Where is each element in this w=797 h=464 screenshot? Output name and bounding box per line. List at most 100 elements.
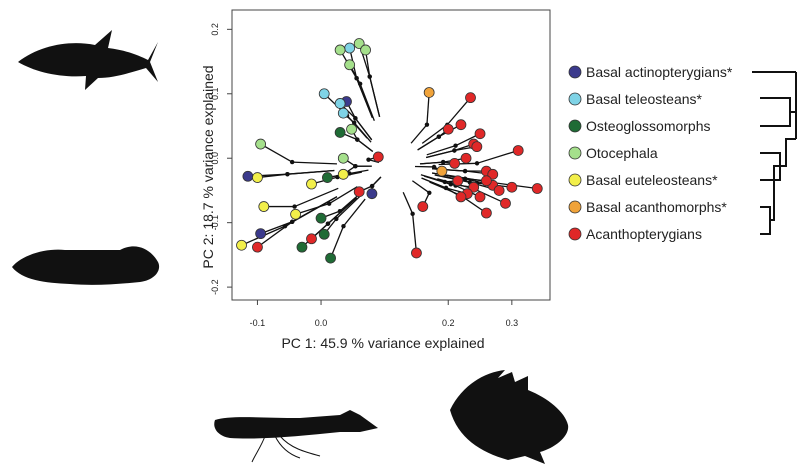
data-point: [334, 98, 346, 109]
network-edge: [260, 143, 293, 163]
x-tick-label: 0.0: [315, 318, 328, 328]
legend-marker: [568, 92, 582, 106]
data-point: [531, 183, 543, 194]
network-edge: [342, 198, 366, 227]
data-point: [306, 233, 317, 245]
network-node: [354, 76, 359, 81]
x-tick-label: 0.3: [506, 318, 519, 328]
data-point: [417, 201, 429, 212]
data-point: [500, 197, 511, 209]
data-point: [460, 152, 472, 164]
network-node: [452, 148, 457, 153]
network-edge: [353, 122, 372, 143]
data-point: [315, 212, 327, 224]
data-point: [296, 241, 308, 253]
network-edge: [410, 124, 428, 144]
fish-silhouette-2: [12, 246, 160, 285]
network-node: [355, 137, 360, 142]
legend-label: Basal actinopterygians*: [586, 64, 733, 80]
data-point: [506, 181, 518, 193]
network-edge: [328, 186, 358, 205]
data-point: [471, 141, 483, 153]
network-node: [353, 116, 358, 121]
network-edge: [419, 161, 444, 165]
data-point: [442, 123, 454, 135]
network-edge: [295, 203, 330, 215]
network-edge: [412, 180, 430, 194]
network-node: [448, 182, 453, 187]
x-axis-ticks: -0.1 0.0 0.2 0.3: [250, 300, 518, 328]
data-point: [346, 123, 357, 135]
data-point: [325, 252, 336, 264]
data-point: [493, 185, 505, 196]
data-point: [252, 241, 263, 253]
data-point: [337, 152, 349, 164]
data-point: [242, 170, 254, 182]
network-node: [366, 157, 371, 162]
legend-label: Osteoglossomorphs: [586, 118, 711, 134]
network-node: [282, 223, 288, 229]
network-node: [443, 185, 449, 191]
y-tick-label: -0.1: [210, 215, 220, 231]
legend-label: Otocephala: [586, 145, 658, 161]
y-axis-title: PC 2: 18.7 % variance explained: [200, 65, 216, 268]
network-edge: [292, 161, 337, 165]
fish-silhouette-1: [18, 30, 158, 90]
x-axis-title: PC 1: 45.9 % variance explained: [281, 335, 484, 351]
network-node: [462, 176, 468, 181]
network-node: [474, 161, 480, 166]
network-node: [410, 211, 415, 217]
data-point: [318, 228, 330, 240]
network-node: [341, 223, 346, 229]
network-edge: [335, 194, 362, 220]
network-edge: [294, 187, 339, 208]
data-point: [337, 168, 349, 180]
network-node: [440, 159, 446, 165]
network-edge: [476, 149, 519, 164]
data-point: [411, 247, 422, 259]
network-edge: [287, 169, 335, 175]
network-node: [357, 81, 363, 87]
network-nodes: [282, 74, 494, 229]
x-tick-label: -0.1: [250, 318, 266, 328]
data-point: [321, 172, 333, 183]
network-edge: [354, 117, 373, 141]
legend: Basal actinopterygians* Basal teleosteans…: [568, 64, 733, 242]
data-point: [512, 145, 524, 156]
plot-frame: [231, 9, 551, 301]
network-node: [285, 171, 290, 177]
data-point: [344, 42, 356, 54]
data-point: [474, 128, 486, 140]
network-edge: [426, 145, 456, 156]
legend-label: Basal teleosteans*: [586, 91, 703, 107]
legend-label: Acanthopterygians: [586, 226, 702, 242]
network-node: [337, 208, 343, 214]
network-node: [442, 179, 448, 185]
data-point: [318, 88, 330, 100]
network-edge: [446, 97, 471, 126]
legend-marker: [568, 227, 582, 241]
data-point: [449, 157, 461, 169]
data-point: [487, 168, 499, 180]
y-tick-label: -0.2: [210, 279, 220, 295]
network-node: [353, 164, 358, 169]
data-point: [455, 191, 467, 203]
network-edge: [327, 197, 358, 225]
data-point: [255, 228, 267, 240]
data-point: [480, 175, 492, 187]
data-point: [423, 87, 435, 98]
y-tick-label: 0.2: [210, 23, 220, 36]
legend-label: Basal euteleosteans*: [586, 172, 718, 188]
data-point: [353, 186, 365, 198]
x-tick-label: 0.2: [442, 318, 455, 328]
legend-marker: [568, 146, 582, 160]
network-node: [424, 122, 430, 127]
legend-marker: [568, 200, 582, 214]
network-node: [453, 143, 458, 148]
legend-marker: [568, 119, 582, 133]
data-point: [255, 138, 267, 150]
data-point: [452, 175, 464, 187]
network-node: [431, 164, 437, 170]
network-node: [436, 134, 442, 139]
phylogeny-tree: [752, 71, 797, 235]
